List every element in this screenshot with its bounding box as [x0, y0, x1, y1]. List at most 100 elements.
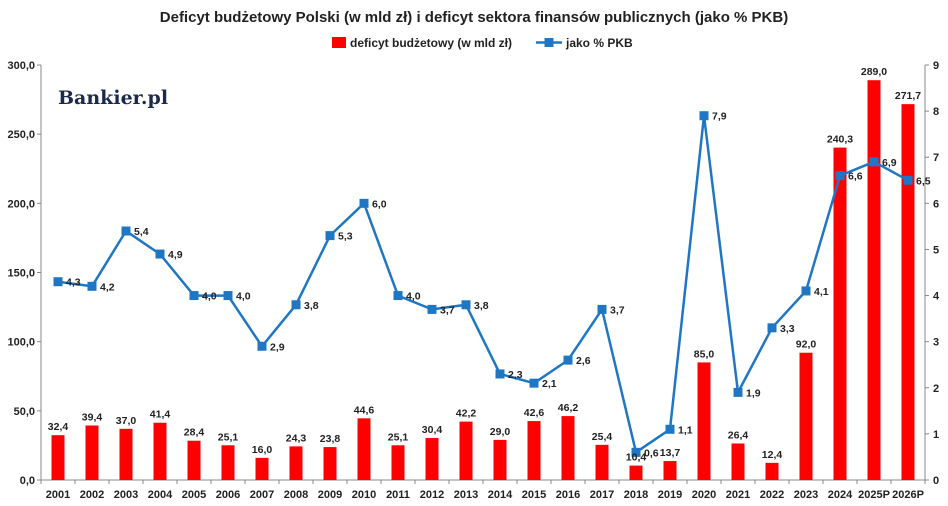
- y-right-tick-label: 8: [933, 106, 939, 118]
- line-value-label: 5,4: [134, 226, 149, 238]
- line-value-label: 6,5: [916, 175, 931, 187]
- bar: [765, 462, 779, 480]
- x-tick-label: 2008: [284, 489, 308, 501]
- x-tick-label: 2018: [624, 489, 648, 501]
- line-value-label: 4,9: [168, 249, 183, 261]
- line-point: [801, 286, 811, 296]
- bar: [867, 80, 881, 480]
- bar-value-label: 13,7: [660, 447, 681, 459]
- legend-label-bar: deficyt budżetowy (w mld zł): [350, 36, 512, 50]
- bar: [357, 418, 371, 480]
- bar-value-label: 289,0: [861, 66, 887, 78]
- bar-value-label: 46,2: [558, 402, 579, 414]
- bar: [527, 421, 541, 480]
- x-tick-label: 2020: [692, 489, 716, 501]
- line-value-label: 6,9: [882, 157, 897, 169]
- y-left-tick-label: 250,0: [7, 129, 35, 141]
- line-point: [393, 291, 403, 301]
- line-value-label: 2,3: [508, 369, 523, 381]
- x-tick-label: 2025P: [858, 489, 890, 501]
- y-left-tick-label: 200,0: [7, 198, 35, 210]
- line-value-label: 3,8: [304, 300, 319, 312]
- line-value-label: 4,0: [202, 291, 217, 303]
- bar: [459, 421, 473, 480]
- bar: [833, 147, 847, 480]
- legend-label-line: jako % PKB: [565, 36, 633, 50]
- line-value-label: 3,3: [780, 323, 795, 335]
- line-point: [223, 291, 233, 301]
- bar-value-label: 29,0: [490, 426, 511, 438]
- y-left-tick-label: 100,0: [7, 337, 35, 349]
- bar-value-label: 271,7: [895, 90, 921, 102]
- data-labels: 32,4 39,4 37,0 41,4 28,4 25,1 16,0 24,3 23,8 44,6…: [48, 66, 931, 463]
- y-right-tick-label: 2: [933, 383, 939, 395]
- line-point: [461, 300, 471, 310]
- y-left-tick-label: 300,0: [7, 60, 35, 72]
- x-tick-label: 2024: [828, 489, 853, 501]
- line-point: [427, 304, 437, 314]
- bar-value-label: 28,4: [184, 427, 205, 439]
- line-value-label: 2,9: [270, 341, 285, 353]
- line-value-label: 0,6: [644, 447, 659, 459]
- bar: [561, 416, 575, 480]
- line-value-label: 6,6: [848, 171, 863, 183]
- bar-value-label: 37,0: [116, 415, 137, 427]
- bar-value-label: 25,1: [218, 431, 239, 443]
- line-value-label: 1,9: [746, 387, 761, 399]
- bar: [289, 446, 303, 480]
- bar-value-label: 44,6: [354, 404, 375, 416]
- x-tick-label: 2017: [590, 489, 614, 501]
- line-point: [835, 171, 845, 181]
- x-tick-label: 2026P: [892, 489, 924, 501]
- bar: [119, 428, 133, 480]
- bar: [493, 439, 507, 480]
- line-value-label: 3,7: [440, 304, 455, 316]
- bar-value-label: 39,4: [82, 411, 103, 423]
- chart-title: Deficyt budżetowy Polski (w mld zł) i de…: [160, 9, 788, 26]
- bar-value-label: 240,3: [827, 134, 853, 146]
- y-right-tick-label: 0: [933, 475, 939, 487]
- line-point: [325, 231, 335, 241]
- line-point: [665, 424, 675, 434]
- line-value-label: 6,0: [372, 198, 387, 210]
- bar: [85, 425, 99, 480]
- bar-series: [51, 80, 915, 481]
- x-tick-label: 2006: [216, 489, 240, 501]
- bar: [595, 444, 609, 480]
- line-point: [155, 249, 165, 259]
- bar: [425, 437, 439, 480]
- bar: [221, 445, 235, 480]
- legend: deficyt budżetowy (w mld zł) jako % PKB: [332, 36, 633, 50]
- x-tick-label: 2004: [148, 489, 173, 501]
- bar-value-label: 92,0: [796, 339, 817, 351]
- legend-line-marker: [544, 38, 554, 47]
- line-point: [291, 300, 301, 310]
- bar-value-label: 25,1: [388, 431, 409, 443]
- y-left-tick-label: 50,0: [14, 406, 35, 418]
- bar-value-label: 23,8: [320, 433, 341, 445]
- bar-value-label: 30,4: [422, 424, 443, 436]
- line-point: [53, 277, 63, 287]
- bar-value-label: 41,4: [150, 409, 171, 421]
- x-tick-label: 2016: [556, 489, 580, 501]
- x-tick-label: 2010: [352, 489, 376, 501]
- bar-value-label: 10,4: [626, 452, 647, 464]
- line-value-label: 4,0: [236, 291, 251, 303]
- x-tick-label: 2002: [80, 489, 104, 501]
- line-point: [257, 341, 267, 351]
- x-tick-label: 2001: [46, 489, 70, 501]
- line-value-label: 4,1: [814, 286, 829, 298]
- line-value-label: 2,6: [576, 355, 591, 367]
- line-point: [189, 291, 199, 301]
- line-point: [359, 198, 369, 208]
- line-point: [631, 447, 641, 457]
- x-tick-label: 2003: [114, 489, 138, 501]
- line-point: [563, 355, 573, 365]
- bar-value-label: 24,3: [286, 432, 307, 444]
- bar: [391, 445, 405, 480]
- line-point: [495, 369, 505, 379]
- bar: [629, 465, 643, 480]
- line-value-label: 4,0: [406, 291, 421, 303]
- y-right-tick-label: 1: [933, 429, 939, 441]
- x-tick-label: 2015: [522, 489, 546, 501]
